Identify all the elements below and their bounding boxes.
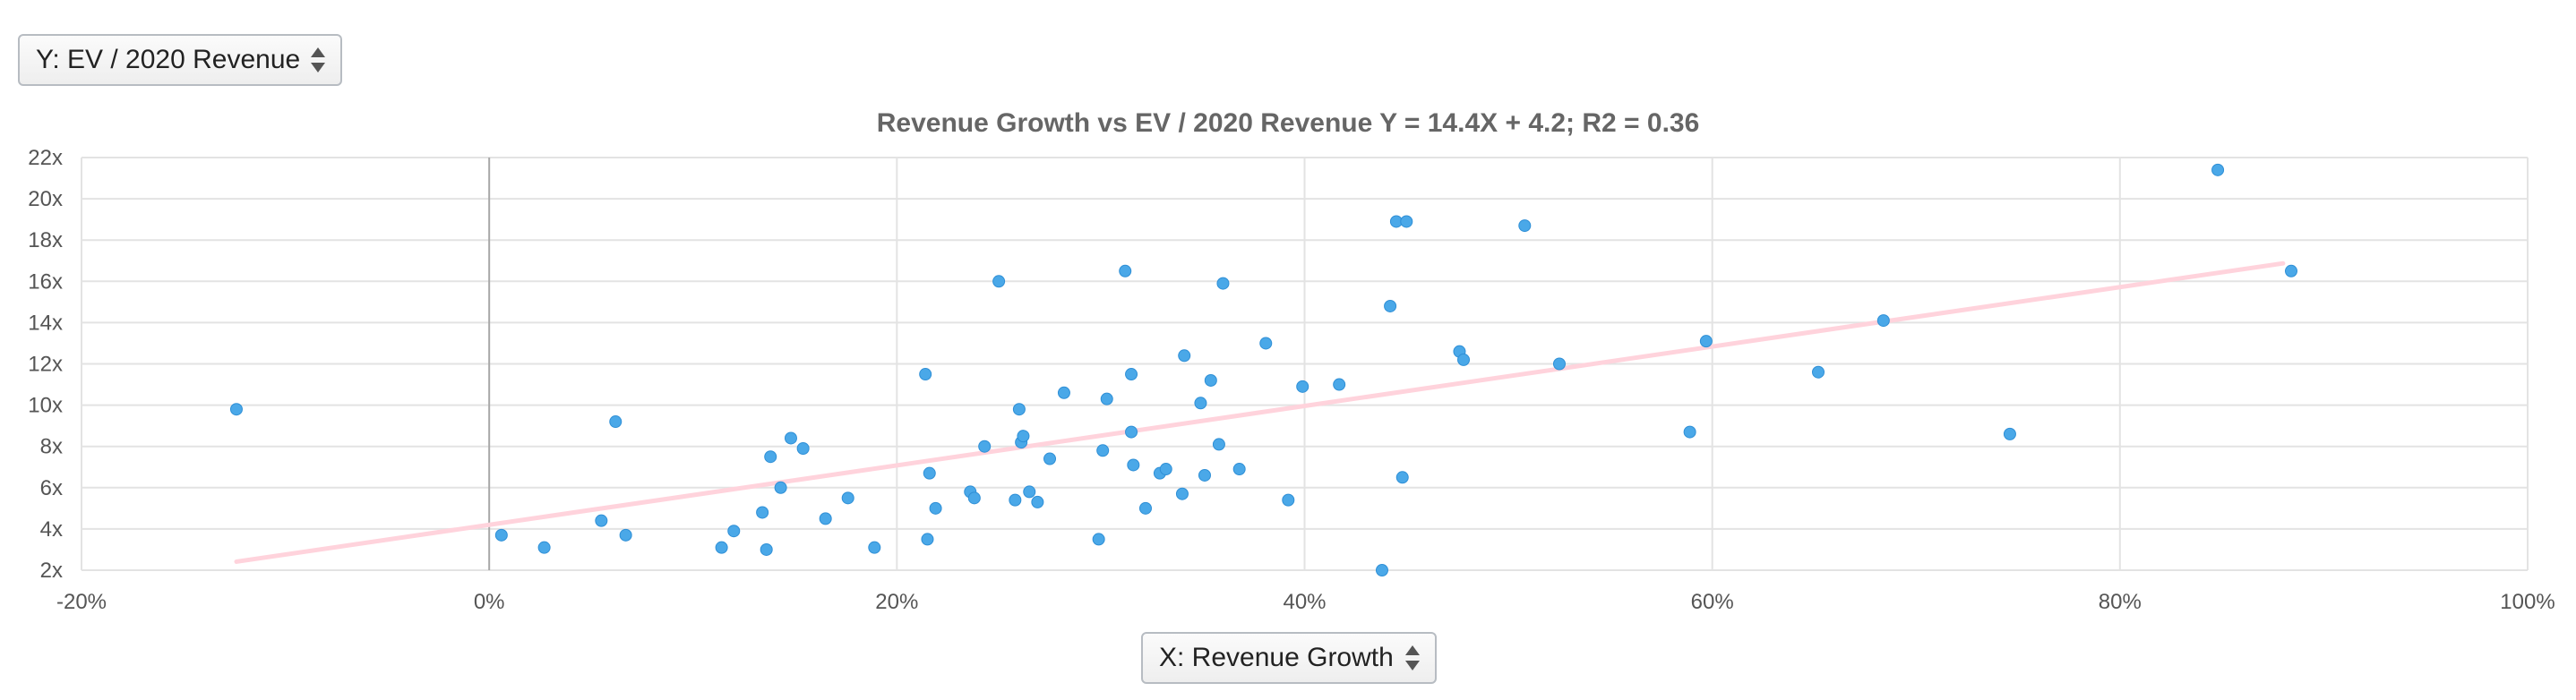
data-point[interactable] [727, 525, 741, 538]
data-point[interactable] [1400, 215, 1413, 228]
data-point[interactable] [1876, 314, 1890, 328]
data-point[interactable] [1259, 337, 1273, 350]
data-point[interactable] [1204, 373, 1217, 387]
x-tick-label: 60% [1691, 590, 1734, 614]
data-point[interactable] [756, 506, 769, 519]
x-tick-label: 80% [2099, 590, 2142, 614]
chart-title: Revenue Growth vs EV / 2020 Revenue Y = … [877, 108, 1700, 138]
data-point[interactable] [609, 415, 623, 429]
data-point[interactable] [1296, 380, 1309, 393]
data-point[interactable] [1194, 397, 1207, 410]
data-point[interactable] [1127, 458, 1140, 472]
data-point[interactable] [1125, 425, 1138, 439]
data-point[interactable] [774, 481, 787, 494]
data-point[interactable] [2285, 264, 2298, 277]
data-point[interactable] [841, 491, 854, 505]
y-axis-ticks: 2x 4x 6x 8x 10x 12x 14x 16x 18x 20x 22x [28, 146, 63, 583]
data-point[interactable] [992, 275, 1006, 288]
data-point[interactable] [1159, 463, 1172, 476]
x-tick-label: 0% [474, 590, 505, 614]
x-tick-label: 20% [875, 590, 918, 614]
data-point[interactable] [1009, 493, 1022, 507]
grid [81, 157, 2529, 571]
data-point[interactable] [1699, 335, 1713, 348]
x-tick-label: -20% [56, 590, 107, 614]
data-point[interactable] [1457, 353, 1471, 366]
sort-arrows-icon [311, 47, 325, 73]
y-tick-label: 12x [28, 353, 63, 377]
data-point[interactable] [1057, 386, 1070, 399]
data-point[interactable] [1092, 533, 1105, 546]
data-point[interactable] [1552, 357, 1566, 371]
sort-arrows-icon [1405, 645, 1420, 670]
data-point[interactable] [494, 528, 508, 542]
data-point[interactable] [1012, 403, 1026, 416]
y-tick-label: 4x [40, 517, 63, 542]
data-point[interactable] [868, 541, 881, 554]
data-point[interactable] [764, 450, 777, 464]
data-point[interactable] [929, 501, 942, 515]
data-point[interactable] [796, 442, 810, 456]
data-point[interactable] [2003, 427, 2016, 440]
data-point[interactable] [1333, 378, 1346, 391]
data-point[interactable] [1812, 365, 1825, 379]
data-point[interactable] [919, 368, 932, 381]
trendline-layer [234, 260, 2286, 564]
data-point[interactable] [1125, 368, 1138, 381]
data-point[interactable] [923, 466, 936, 480]
x-tick-label: 100% [2500, 590, 2555, 614]
y-tick-label: 8x [40, 435, 63, 459]
data-point[interactable] [1017, 430, 1030, 443]
data-point[interactable] [921, 533, 934, 546]
x-axis-select-label: X: Revenue Growth [1159, 643, 1394, 672]
data-point[interactable] [1282, 493, 1295, 507]
data-point[interactable] [1232, 463, 1246, 476]
y-tick-label: 18x [28, 228, 63, 252]
data-point[interactable] [537, 541, 551, 554]
data-point[interactable] [1043, 452, 1057, 465]
data-point[interactable] [595, 514, 608, 527]
data-point[interactable] [1100, 392, 1113, 405]
data-point[interactable] [1395, 471, 1409, 484]
data-point[interactable] [1178, 349, 1191, 363]
data-point[interactable] [1212, 438, 1225, 451]
data-point[interactable] [1023, 485, 1036, 499]
data-point[interactable] [1096, 444, 1110, 457]
data-point[interactable] [819, 512, 832, 525]
y-axis-select[interactable]: Y: EV / 2020 Revenue [18, 34, 342, 86]
data-point[interactable] [978, 440, 992, 453]
data-point[interactable] [229, 403, 243, 416]
data-point[interactable] [1138, 501, 1152, 515]
y-axis-select-label: Y: EV / 2020 Revenue [36, 45, 301, 74]
y-tick-label: 20x [28, 187, 63, 211]
x-tick-label: 40% [1283, 590, 1326, 614]
data-point[interactable] [1119, 264, 1132, 277]
data-point[interactable] [1384, 299, 1397, 312]
y-tick-label: 16x [28, 269, 63, 294]
data-points [229, 163, 2298, 576]
data-point[interactable] [1518, 219, 1532, 233]
data-point[interactable] [619, 528, 632, 542]
y-tick-label: 14x [28, 311, 63, 335]
data-point[interactable] [760, 542, 773, 556]
data-point[interactable] [1175, 487, 1189, 500]
y-tick-label: 10x [28, 394, 63, 418]
y-tick-label: 6x [40, 476, 63, 500]
trendline [234, 260, 2286, 564]
x-axis-ticks: -20% 0% 20% 40% 60% 80% 100% [56, 590, 2555, 614]
data-point[interactable] [967, 491, 981, 505]
data-point[interactable] [1031, 495, 1044, 508]
y-tick-label: 2x [40, 559, 63, 583]
data-point[interactable] [2211, 163, 2225, 176]
data-point[interactable] [1216, 277, 1230, 290]
data-point[interactable] [715, 541, 728, 554]
x-axis-select[interactable]: X: Revenue Growth [1141, 632, 1437, 684]
data-point[interactable] [784, 431, 797, 445]
data-point[interactable] [1198, 468, 1211, 482]
y-tick-label: 22x [28, 146, 63, 170]
data-point[interactable] [1375, 564, 1388, 576]
data-point[interactable] [1683, 425, 1696, 439]
